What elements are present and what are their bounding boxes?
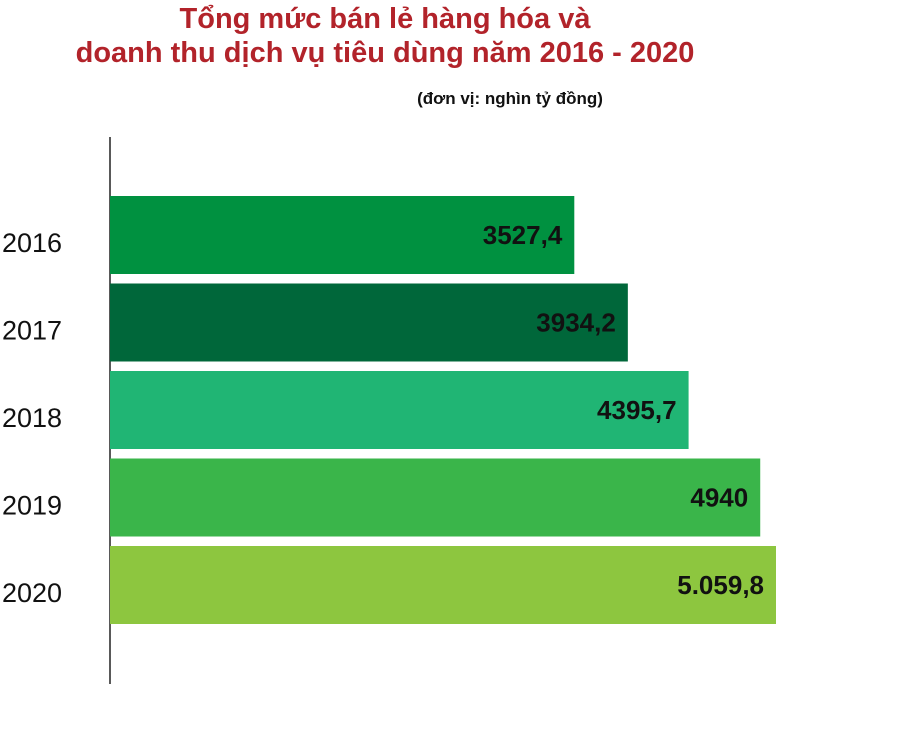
value-label: 5.059,8 (677, 570, 764, 600)
value-label: 4940 (690, 482, 748, 512)
y-tick-label: 2019 (2, 491, 62, 521)
chart-title: doanh thu dịch vụ tiêu dùng năm 2016 - 2… (76, 37, 695, 69)
bar (110, 371, 689, 449)
bar (110, 546, 776, 624)
y-tick-label: 2017 (2, 316, 62, 346)
bar (110, 196, 575, 274)
y-tick-label: 2018 (2, 403, 62, 433)
value-label: 4395,7 (597, 395, 677, 425)
chart-subtitle: (đơn vị: nghìn tỷ đồng) (417, 89, 603, 108)
chart-title: Tổng mức bán lẻ hàng hóa và (180, 3, 592, 35)
value-label: 3527,4 (483, 220, 563, 250)
y-tick-label: 2016 (2, 228, 62, 258)
bar (110, 283, 628, 362)
bar (110, 458, 761, 537)
y-tick-label: 2020 (2, 578, 62, 608)
value-label: 3934,2 (536, 307, 616, 337)
